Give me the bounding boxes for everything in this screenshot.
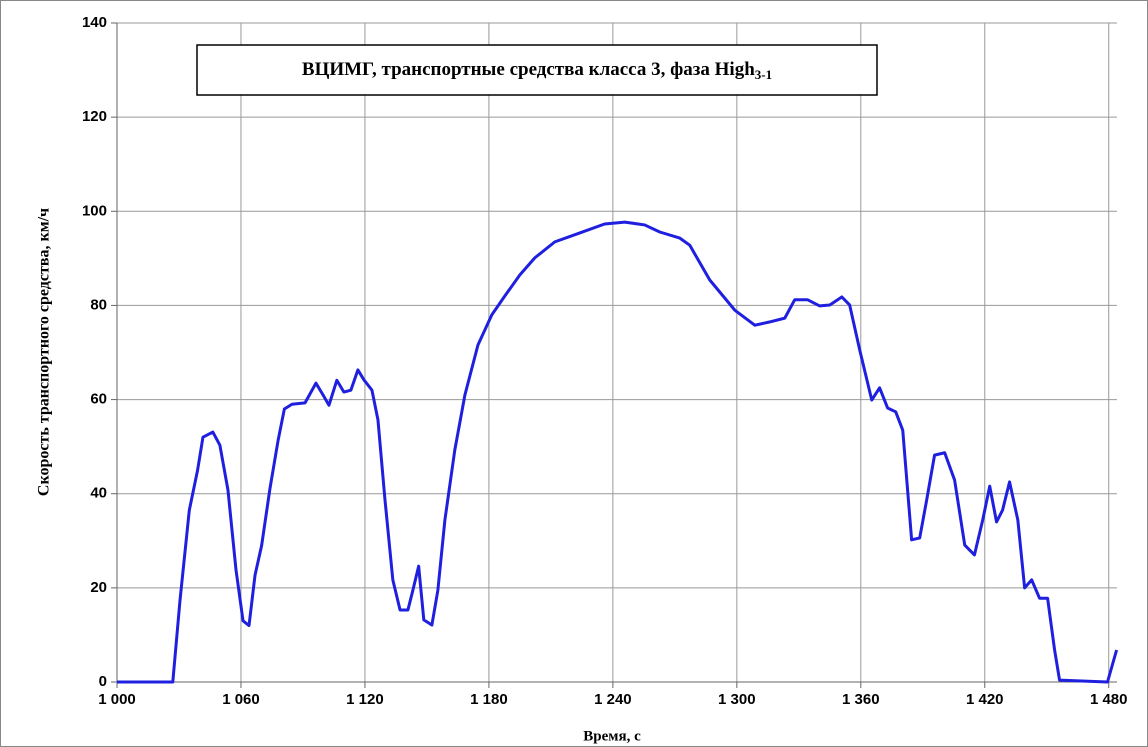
y-tick-label: 80 (90, 296, 107, 313)
y-tick-label: 0 (99, 673, 107, 690)
y-axis-label: Скорость транспортного средства, км/ч (36, 208, 53, 496)
x-tick-label: 1 360 (842, 691, 880, 708)
grid (116, 22, 1117, 683)
y-tick-label: 100 (82, 202, 107, 219)
y-tick-label: 120 (82, 108, 107, 125)
x-tick-label: 1 240 (594, 691, 632, 708)
x-tick-label: 1 420 (966, 691, 1004, 708)
title-box (196, 44, 878, 96)
x-tick-label: 1 180 (470, 691, 508, 708)
x-tick-label: 1 480 (1090, 691, 1128, 708)
x-tick-label: 1 120 (346, 691, 384, 708)
x-tick-label: 1 300 (718, 691, 756, 708)
chart-title: ВЦИМГ, транспортные средства класса 3, ф… (302, 59, 772, 82)
title-main: ВЦИМГ, транспортные средства класса 3, ф… (302, 59, 755, 80)
x-tick-label: 1 060 (222, 691, 260, 708)
title-subscript: 3-1 (755, 67, 772, 82)
x-axis-label: Время, с (583, 728, 641, 744)
y-tick-label: 40 (90, 485, 107, 502)
y-tick-label: 140 (82, 14, 107, 31)
series-line (117, 220, 1119, 684)
x-tick-label: 1 000 (98, 691, 136, 708)
y-tick-label: 20 (90, 579, 107, 596)
y-tick-label: 60 (90, 391, 107, 408)
